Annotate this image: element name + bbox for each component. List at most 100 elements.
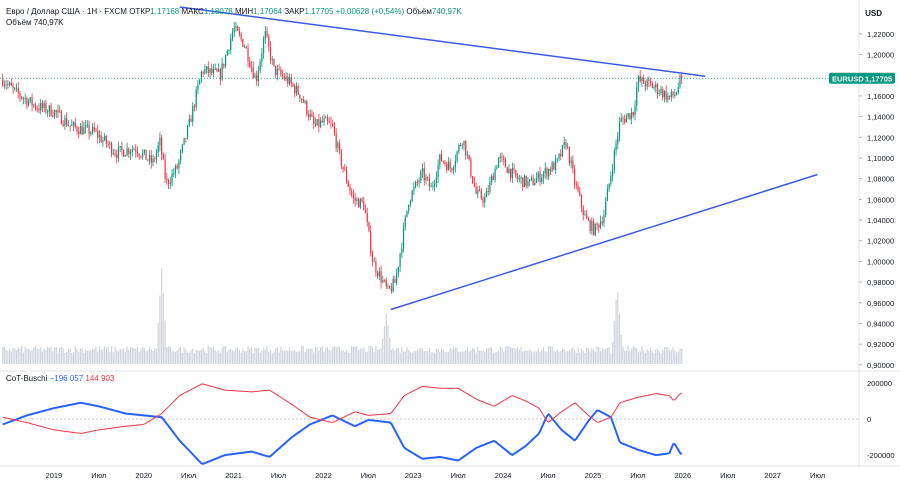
volume-bar — [501, 347, 503, 364]
volume-bar — [677, 351, 679, 364]
candle-down — [352, 195, 355, 198]
volume-bar — [396, 347, 398, 364]
candle-up — [199, 79, 201, 85]
candle-up — [458, 145, 460, 152]
candle-down — [449, 162, 451, 169]
candle-down — [672, 91, 674, 96]
candle-down — [639, 76, 641, 82]
volume-bar — [565, 351, 567, 364]
volume-bar — [349, 352, 351, 364]
volume-bar — [275, 348, 277, 364]
volume-bar — [572, 347, 574, 364]
volume-bar — [530, 350, 533, 364]
time-tick-label: Июл — [271, 471, 286, 480]
volume-bar — [352, 346, 355, 364]
candle-down — [66, 117, 68, 126]
volume-bar — [142, 346, 144, 364]
price-tag-symbol: EURUSD — [832, 74, 864, 83]
candle-down — [311, 114, 313, 117]
volume-bar — [26, 348, 28, 364]
candle-down — [62, 124, 64, 126]
candle-down — [492, 176, 494, 181]
volume-bar — [518, 349, 520, 364]
time-tick-label: 2021 — [225, 471, 242, 480]
candle-down — [78, 131, 80, 135]
candle-down — [107, 143, 109, 145]
volume-bar — [304, 352, 306, 364]
price-tick-label: 1,14000 — [867, 113, 894, 122]
volume-bar — [511, 348, 514, 364]
candle-down — [162, 154, 164, 160]
candle-down — [624, 118, 626, 123]
candle-up — [523, 175, 526, 188]
volume-bar — [254, 347, 256, 364]
volume-bar — [637, 352, 640, 364]
candle-down — [665, 90, 667, 100]
candle-down — [50, 105, 52, 116]
volume-bar — [465, 350, 467, 364]
candle-up — [620, 118, 622, 122]
volume-bar — [644, 352, 647, 364]
trendlines[interactable] — [179, 6, 818, 311]
candle-down — [370, 231, 372, 254]
candle-down — [2, 79, 4, 86]
candle-up — [499, 156, 501, 158]
volume-bar — [434, 352, 436, 364]
candle-down — [656, 84, 659, 94]
volume-bar — [404, 351, 406, 364]
volume-bar — [64, 352, 66, 364]
volume-bar — [651, 350, 653, 364]
time-tick-label: 2026 — [674, 471, 691, 480]
candle-up — [387, 286, 389, 287]
volume-bar — [681, 348, 683, 364]
candle-down — [21, 96, 23, 99]
volume-bar — [484, 351, 486, 364]
cot-label[interactable]: CoT-Buschi — [6, 374, 48, 383]
candle-down — [440, 154, 443, 161]
candle-down — [55, 110, 57, 113]
candle-down — [487, 190, 489, 192]
open-value: 1,17168 — [150, 7, 180, 16]
volume-bar — [124, 352, 126, 364]
candle-up — [90, 132, 92, 135]
candle-down — [176, 165, 178, 169]
candle-up — [64, 117, 66, 126]
candle-up — [406, 210, 408, 217]
volume-bar — [428, 348, 431, 364]
candle-down — [10, 82, 12, 86]
volume-bar — [534, 350, 536, 364]
volume-bar — [190, 349, 192, 364]
volume-bar — [214, 350, 216, 364]
volume-bar — [7, 351, 9, 364]
symbol-description[interactable]: Евро / Доллар США · 1Н · FXCM — [6, 7, 127, 16]
candle-up — [186, 125, 189, 139]
candle-up — [159, 137, 161, 146]
candle-up — [195, 89, 197, 108]
volume-bar — [154, 348, 156, 364]
price-tag: EURUSD 1,17705 — [829, 72, 895, 84]
candle-down — [154, 158, 156, 160]
volume-bar — [102, 349, 104, 364]
volume-bar — [119, 348, 121, 364]
volume-bar — [79, 348, 82, 364]
candle-down — [354, 197, 356, 201]
candle-down — [349, 186, 351, 192]
candle-down — [26, 98, 28, 106]
candle-up — [530, 178, 533, 180]
time-tick-label: 2019 — [46, 471, 63, 480]
volume-bar — [494, 352, 496, 364]
candle-down — [219, 69, 222, 80]
volume-bar — [568, 350, 571, 364]
volume-bar — [337, 346, 339, 364]
volume-bar — [19, 348, 21, 364]
price-tick-label: 1,16000 — [867, 92, 894, 101]
candle-down — [207, 66, 209, 73]
price-tick-label: 1,10000 — [867, 154, 894, 163]
volume-bar — [60, 346, 63, 364]
candle-up — [541, 177, 543, 182]
candle-down — [150, 155, 152, 163]
candle-down — [52, 115, 54, 117]
candle-down — [95, 130, 97, 132]
